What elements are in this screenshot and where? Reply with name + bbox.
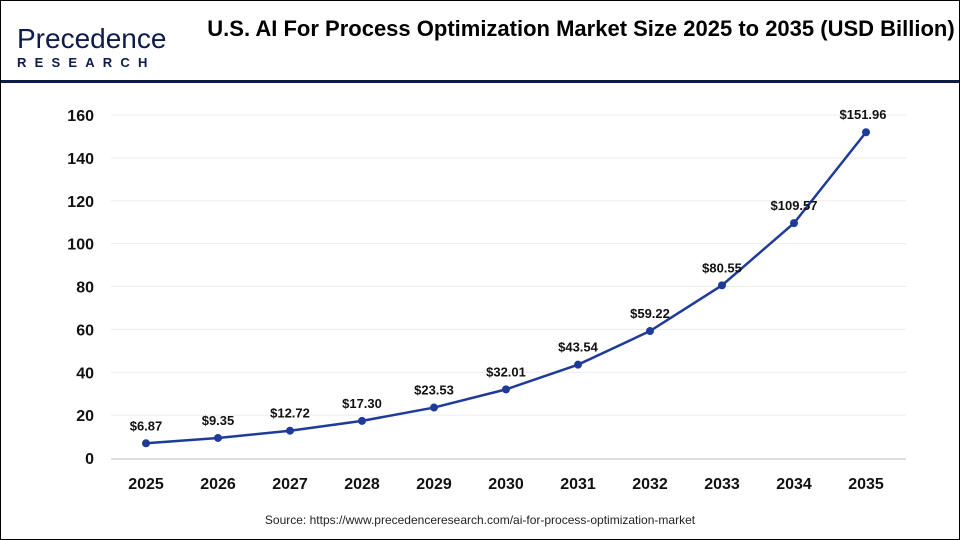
y-tick-label: 0: [85, 451, 94, 468]
logo: Precedence RESEARCH: [17, 23, 167, 71]
data-label: $6.87: [130, 418, 163, 433]
data-label: $32.01: [486, 364, 526, 379]
y-tick-label: 80: [76, 280, 94, 297]
data-point: [142, 439, 150, 448]
data-point: [862, 128, 870, 137]
data-point: [790, 219, 798, 228]
y-tick-label: 20: [76, 408, 94, 425]
data-label: $59.22: [630, 306, 670, 321]
x-tick-label: 2028: [344, 476, 380, 493]
data-point: [286, 426, 294, 435]
x-tick-label: 2032: [632, 476, 668, 493]
data-label: $43.54: [558, 340, 599, 355]
y-tick-label: 60: [76, 322, 94, 339]
data-label: $9.35: [202, 413, 235, 428]
x-tick-label: 2027: [272, 476, 308, 493]
data-point: [214, 433, 222, 442]
y-tick-label: 140: [67, 151, 94, 168]
data-point: [646, 327, 654, 336]
data-point: [358, 416, 366, 425]
y-tick-label: 100: [67, 237, 94, 254]
x-tick-label: 2025: [128, 476, 164, 493]
x-tick-label: 2033: [704, 476, 740, 493]
header-divider: [1, 80, 959, 83]
y-tick-label: 40: [76, 365, 94, 382]
series-line: [145, 131, 867, 445]
data-label: $151.96: [840, 107, 887, 122]
logo-line2: RESEARCH: [17, 55, 156, 70]
x-tick-label: 2029: [416, 476, 452, 493]
x-tick-label: 2031: [560, 476, 596, 493]
x-tick-label: 2035: [848, 476, 884, 493]
x-tick-label: 2030: [488, 476, 524, 493]
source-note: Source: https://www.precedenceresearch.c…: [264, 513, 696, 527]
chart-title: U.S. AI For Process Optimization Market …: [207, 16, 955, 41]
y-tick-label: 160: [67, 108, 94, 125]
data-point: [502, 385, 510, 394]
data-point: [574, 360, 582, 369]
logo-line1: Precedence: [17, 23, 167, 54]
data-label: $23.53: [414, 383, 454, 398]
data-point: [430, 403, 438, 412]
data-label: $17.30: [342, 396, 382, 411]
data-label: $109.57: [771, 198, 818, 213]
data-point: [718, 281, 726, 290]
line-chart: 0 20 40 60 80 100 120 140 160 2025 2026 2027 2028 202…: [67, 107, 906, 493]
y-tick-label: 120: [67, 194, 94, 211]
x-tick-label: 2034: [776, 476, 812, 493]
x-tick-label: 2026: [200, 476, 236, 493]
data-label: $12.72: [270, 406, 310, 421]
data-label: $80.55: [702, 260, 742, 275]
